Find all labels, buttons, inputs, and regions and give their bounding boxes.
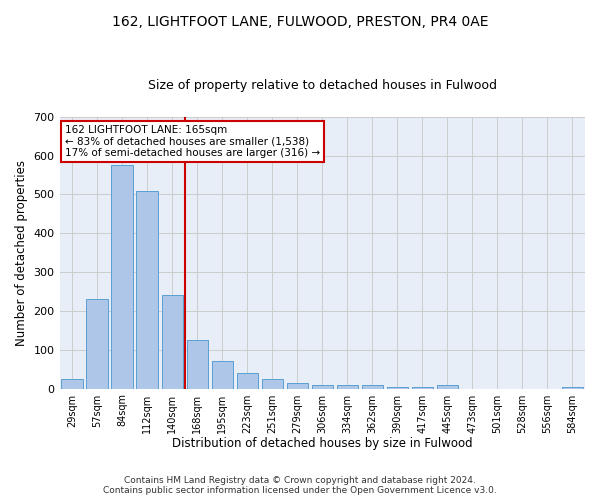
Text: Contains HM Land Registry data © Crown copyright and database right 2024.
Contai: Contains HM Land Registry data © Crown c… (103, 476, 497, 495)
Bar (86, 300, 108, 388)
Bar (437, 384, 458, 388)
Bar (112, 166, 133, 388)
Bar (362, 384, 383, 388)
Bar (136, 190, 158, 388)
Text: 162, LIGHTFOOT LANE, FULWOOD, PRESTON, PR4 0AE: 162, LIGHTFOOT LANE, FULWOOD, PRESTON, P… (112, 15, 488, 29)
Bar (187, 340, 208, 388)
Bar (212, 362, 233, 388)
X-axis label: Distribution of detached houses by size in Fulwood: Distribution of detached houses by size … (172, 437, 473, 450)
Bar (61, 379, 83, 388)
Bar (287, 383, 308, 388)
Title: Size of property relative to detached houses in Fulwood: Size of property relative to detached ho… (148, 79, 497, 92)
Bar (387, 386, 408, 388)
Bar (161, 296, 183, 388)
Bar (412, 386, 433, 388)
Bar (236, 373, 258, 388)
Bar (337, 384, 358, 388)
Bar (262, 379, 283, 388)
Bar (311, 384, 333, 388)
Y-axis label: Number of detached properties: Number of detached properties (15, 160, 28, 346)
Bar (562, 386, 583, 388)
Text: 162 LIGHTFOOT LANE: 165sqm
← 83% of detached houses are smaller (1,538)
17% of s: 162 LIGHTFOOT LANE: 165sqm ← 83% of deta… (65, 125, 320, 158)
